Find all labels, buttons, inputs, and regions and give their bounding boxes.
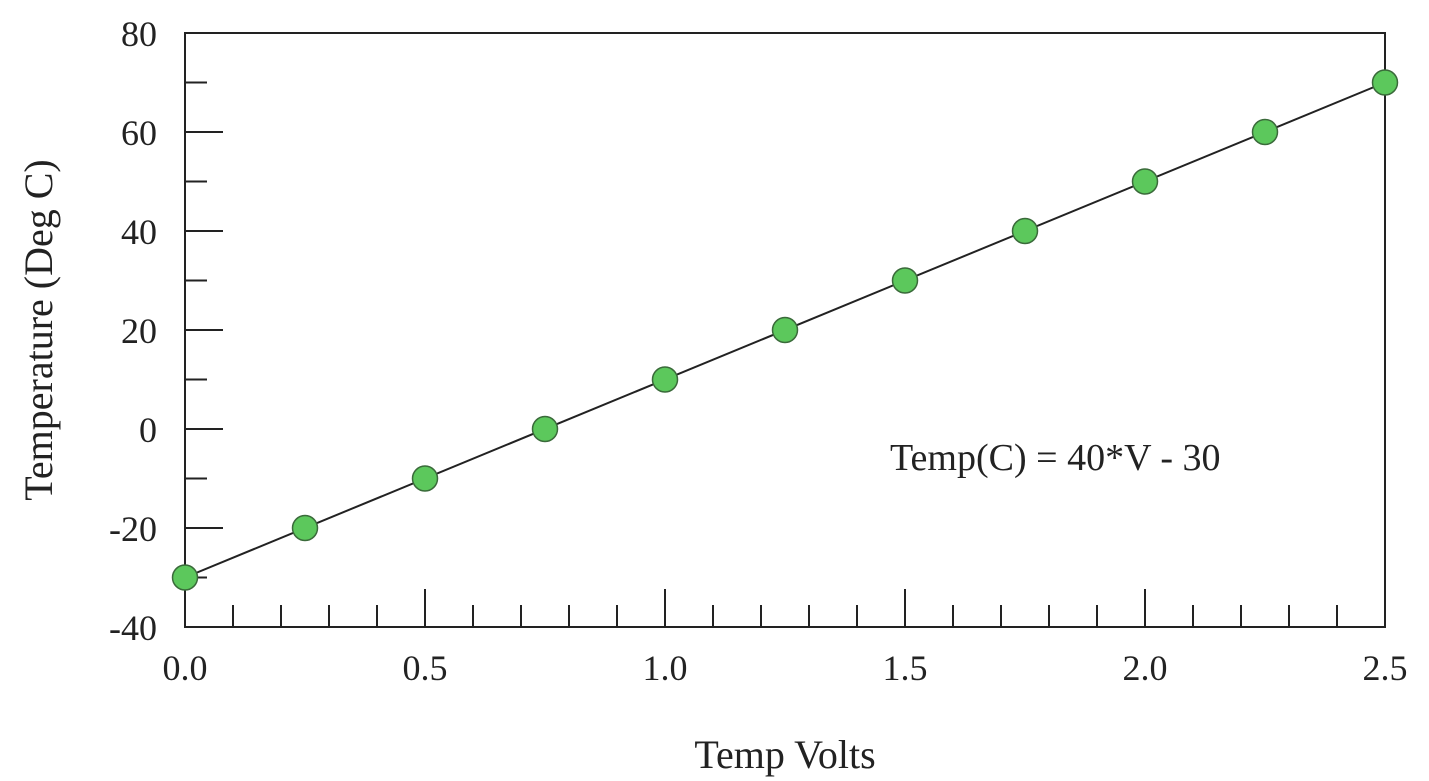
y-axis-ticks: -40 -20 0 20 40 60 80: [109, 14, 223, 648]
y-tick-label: -20: [109, 509, 157, 549]
equation-annotation: Temp(C) = 40*V - 30: [890, 437, 1220, 479]
data-point: [1251, 118, 1279, 146]
data-point: [1011, 217, 1039, 245]
x-tick-label: 2.5: [1363, 648, 1408, 688]
y-tick-label: -40: [109, 608, 157, 648]
data-point: [291, 514, 319, 542]
x-tick-label: 1.5: [883, 648, 928, 688]
x-axis-ticks: 0.0 0.5 1.0 1.5 2.0 2.5: [163, 589, 1408, 688]
x-tick-label: 0.5: [403, 648, 448, 688]
data-point: [651, 366, 679, 393]
data-point: [531, 415, 559, 443]
y-axis-label: Temperature (Deg C): [16, 159, 61, 500]
minor-ticks: [185, 81, 1338, 627]
data-point: [171, 564, 199, 591]
data-points: [171, 69, 1399, 591]
x-axis-label: Temp Volts: [694, 732, 875, 777]
y-tick-label: 20: [121, 311, 157, 351]
y-tick-label: 0: [139, 410, 157, 450]
x-tick-label: 2.0: [1123, 648, 1168, 688]
x-tick-label: 0.0: [163, 648, 208, 688]
data-point: [1371, 69, 1399, 96]
y-tick-label: 40: [121, 212, 157, 252]
data-point: [1131, 168, 1159, 195]
data-point: [891, 267, 919, 294]
data-point: [771, 316, 799, 344]
y-tick-label: 80: [121, 14, 157, 54]
data-point: [411, 465, 439, 492]
y-tick-label: 60: [121, 113, 157, 153]
x-tick-label: 1.0: [643, 648, 688, 688]
